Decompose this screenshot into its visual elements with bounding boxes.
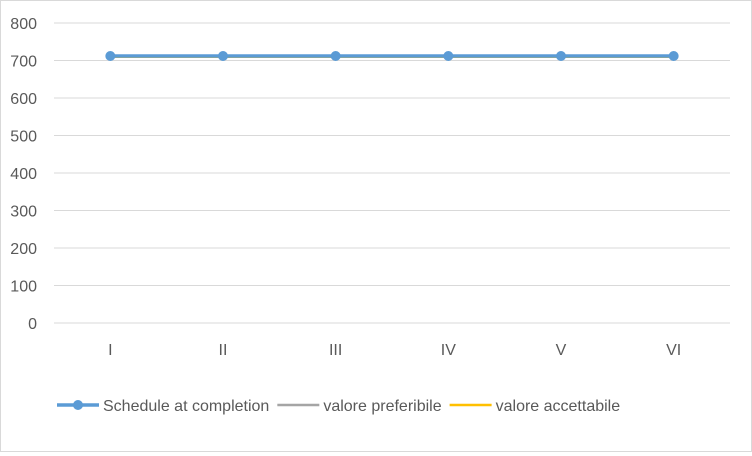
y-tick-label: 600 bbox=[10, 91, 37, 108]
data-point bbox=[443, 51, 454, 61]
series-lines bbox=[105, 51, 679, 61]
legend-label: Schedule at completion bbox=[103, 398, 269, 415]
x-tick-label: I bbox=[108, 342, 112, 359]
y-tick-label: 800 bbox=[10, 16, 37, 33]
legend: Schedule at completion valore preferibile… bbox=[57, 398, 620, 415]
y-tick-label: 500 bbox=[10, 129, 37, 146]
data-point bbox=[218, 51, 228, 61]
legend-label: valore accettabile bbox=[496, 398, 621, 415]
data-point bbox=[330, 51, 341, 61]
y-tick-label: 700 bbox=[10, 54, 37, 71]
data-point bbox=[668, 51, 679, 61]
x-tick-label: II bbox=[219, 342, 228, 359]
x-tick-label: VI bbox=[666, 342, 681, 359]
y-tick-label: 100 bbox=[10, 279, 37, 296]
y-tick-label: 300 bbox=[10, 204, 37, 221]
x-tick-label: IV bbox=[441, 342, 456, 359]
x-tick-label: III bbox=[329, 342, 342, 359]
y-tick-label: 0 bbox=[28, 316, 37, 333]
legend-item: valore accettabile bbox=[449, 398, 621, 415]
legend-item: valore preferibile bbox=[277, 398, 442, 415]
legend-item: Schedule at completion bbox=[57, 398, 269, 415]
data-point bbox=[556, 51, 566, 61]
data-point bbox=[105, 51, 116, 61]
x-tick-label: V bbox=[556, 342, 567, 359]
legend-marker bbox=[73, 400, 83, 410]
y-tick-label: 400 bbox=[10, 166, 37, 183]
gridlines bbox=[54, 22, 730, 324]
x-axis-ticks: I II III IV V VI bbox=[108, 342, 681, 359]
y-axis-ticks: 0 100 200 300 400 500 600 700 800 bbox=[10, 16, 37, 333]
y-tick-label: 200 bbox=[10, 241, 37, 258]
legend-label: valore preferibile bbox=[323, 398, 441, 415]
